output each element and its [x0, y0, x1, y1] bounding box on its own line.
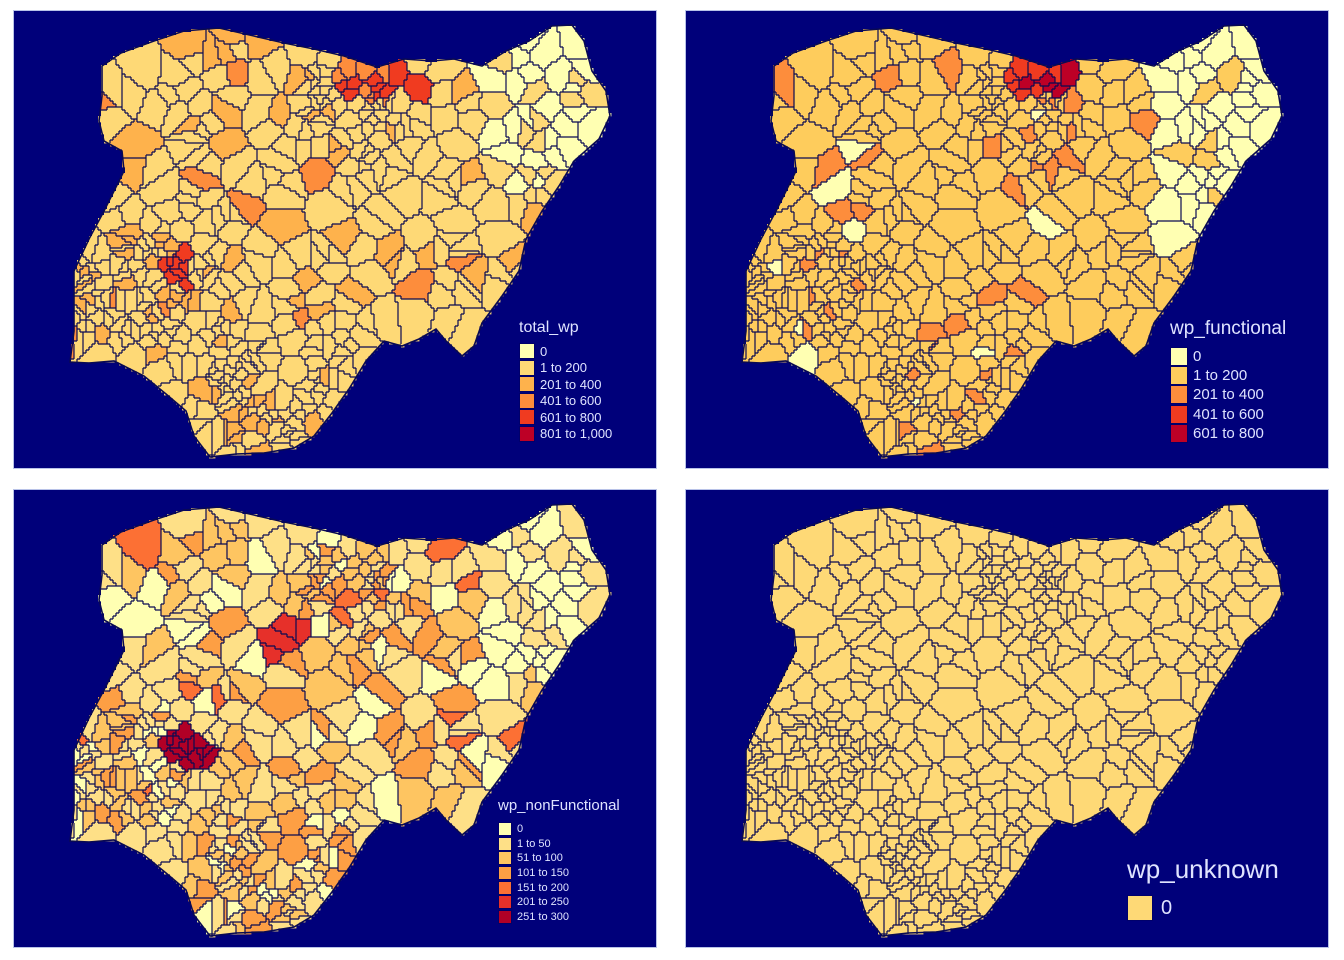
legend-swatch — [519, 376, 535, 393]
legend-item: 0 — [1127, 895, 1279, 921]
legend-label: 1 to 50 — [517, 837, 551, 850]
legend-item: 801 to 1,000 — [519, 425, 613, 443]
legend-swatch — [498, 851, 512, 866]
legend-item: 601 to 800 — [519, 409, 612, 426]
choropleth-map — [69, 503, 612, 938]
legend-label: 151 to 200 — [517, 881, 569, 894]
legend-swatch — [498, 866, 512, 881]
legend-label: 801 to 1,000 — [540, 426, 613, 442]
legend-title: wp_functional — [1170, 318, 1287, 339]
legend-item: 401 to 600 — [1170, 404, 1286, 424]
legend-swatch — [519, 343, 535, 360]
legend-item: 1 to 200 — [1170, 366, 1286, 386]
legend-title: total_wp — [519, 319, 579, 336]
legend-label: 0 — [1193, 348, 1202, 366]
legend-label: 101 to 150 — [517, 867, 569, 880]
district-boundaries — [71, 505, 608, 937]
district-boundaries — [71, 26, 608, 458]
choropleth-map — [741, 24, 1284, 459]
legend-swatch — [1170, 385, 1188, 405]
legend-item: 251 to 300 — [498, 909, 620, 925]
legend-label: 1 to 200 — [540, 360, 587, 376]
legend-label: 1 to 200 — [1193, 367, 1248, 385]
legend-item: 601 to 800 — [1170, 423, 1286, 443]
map-legend: wp_unknown 0 — [1127, 854, 1279, 921]
legend-swatch — [519, 409, 535, 426]
legend-swatch — [1170, 366, 1188, 386]
legend-swatch — [1170, 423, 1188, 443]
legend-swatch — [498, 836, 512, 851]
country-outline — [69, 503, 611, 937]
legend-item: 0 — [1170, 347, 1286, 367]
legend-label: 0 — [517, 823, 524, 836]
legend-item: 51 to 100 — [498, 851, 620, 866]
legend-item: 1 to 50 — [498, 836, 620, 852]
district-fills — [71, 505, 612, 938]
legend-swatch — [498, 909, 512, 924]
country-outline — [69, 24, 611, 458]
district-fills — [743, 26, 1284, 459]
legend-label: 601 to 800 — [540, 409, 602, 425]
legend-item: 401 to 600 — [519, 392, 612, 410]
legend-swatch — [498, 880, 512, 895]
legend-label: 51 to 100 — [517, 852, 563, 865]
country-outline — [741, 503, 1283, 937]
legend-swatch — [498, 822, 512, 837]
district-boundaries — [743, 505, 1280, 937]
legend-label: 601 to 800 — [1193, 424, 1264, 442]
legend-swatch — [519, 392, 535, 409]
legend-item: 101 to 150 — [498, 866, 620, 881]
legend-label: 401 to 600 — [540, 393, 602, 409]
legend-item: 0 — [498, 822, 620, 837]
legend-swatch — [519, 359, 535, 376]
district-fills — [71, 26, 612, 459]
legend-label: 251 to 300 — [517, 910, 569, 923]
legend-item: 1 to 200 — [519, 359, 612, 377]
legend-item: 201 to 250 — [498, 895, 620, 910]
legend-label: 0 — [1161, 896, 1173, 919]
legend-label: 201 to 250 — [517, 896, 569, 909]
legend-label: 0 — [540, 343, 548, 359]
legend-swatch — [1170, 347, 1188, 367]
legend-swatch — [519, 425, 535, 442]
legend-swatch — [1170, 404, 1188, 424]
legend-label: 201 to 400 — [540, 376, 602, 392]
legend-item: 0 — [519, 343, 612, 360]
legend-swatch — [498, 895, 512, 910]
choropleth-map — [741, 503, 1284, 938]
legend-title: wp_nonFunctional — [498, 797, 620, 814]
choropleth-map — [69, 24, 612, 459]
legend-label: 401 to 600 — [1193, 405, 1264, 423]
legend-item: 201 to 400 — [519, 376, 612, 393]
legend-item: 151 to 200 — [498, 880, 620, 895]
legend-swatch — [1127, 895, 1153, 921]
legend-title: wp_unknown — [1127, 854, 1279, 884]
legend-label: 201 to 400 — [1193, 386, 1264, 404]
district-fills — [743, 505, 1284, 938]
country-outline — [741, 24, 1283, 458]
district-boundaries — [743, 26, 1280, 458]
map-panel-wp-unknown: wp_unknown 0 — [685, 489, 1329, 948]
legend-item: 201 to 400 — [1170, 385, 1286, 405]
